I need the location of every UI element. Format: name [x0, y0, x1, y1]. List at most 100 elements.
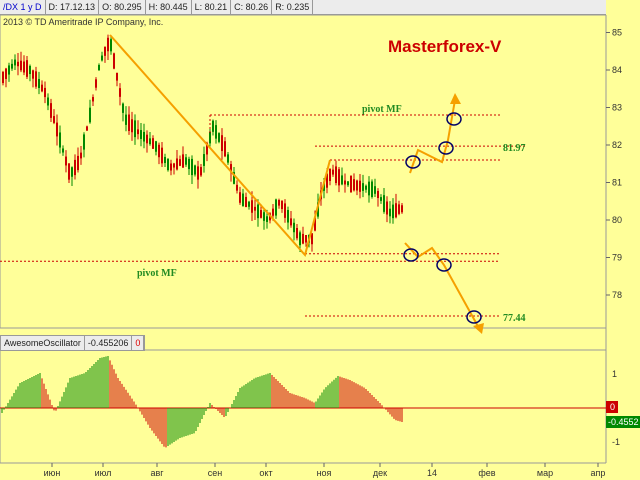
candle-body — [62, 148, 64, 153]
candle-body — [167, 158, 169, 171]
candle-body — [392, 204, 394, 219]
candle-body — [131, 119, 133, 133]
candle-body — [74, 159, 76, 176]
candle-body — [98, 64, 100, 71]
candle-body — [137, 129, 139, 135]
price-panel-frame — [0, 14, 607, 329]
y-tick-label: 79 — [612, 253, 622, 263]
candle-body — [401, 205, 403, 213]
candle-body — [50, 103, 52, 118]
candle-body — [398, 204, 400, 214]
candle-body — [44, 87, 46, 98]
candle-body — [287, 209, 289, 223]
oscillator-value-badge — [606, 416, 640, 428]
x-tick-label: дек — [373, 468, 387, 478]
candle-body — [230, 164, 232, 173]
candle-body — [140, 130, 142, 139]
candle-body — [59, 132, 61, 148]
candle-body — [158, 144, 160, 158]
x-tick-label: окт — [259, 468, 272, 478]
candle-body — [107, 37, 109, 52]
oscillator-panel-frame — [0, 349, 607, 464]
candle-body — [311, 233, 313, 245]
candle-body — [152, 138, 154, 149]
candle-body — [95, 79, 97, 88]
arrow-down-head — [473, 323, 484, 334]
level-label-81-97: 81.97 — [503, 143, 526, 154]
candle-body — [8, 65, 10, 75]
candle-body — [56, 122, 58, 137]
x-axis-ticks: июн июл авг сен окт ноя дек 14 фев мар апр — [44, 463, 605, 478]
candle-body — [119, 88, 121, 97]
candle-body — [332, 169, 334, 175]
candle-body — [272, 208, 274, 216]
candle-body — [29, 65, 31, 75]
candle-body — [380, 197, 382, 201]
candle-body — [188, 158, 190, 170]
candle-body — [233, 172, 235, 184]
indicator-name[interactable]: AwesomeOscillator — [1, 336, 85, 350]
candle-body — [338, 169, 340, 186]
candle-body — [344, 180, 346, 185]
x-tick-label: авг — [150, 468, 164, 478]
x-tick-label: ноя — [317, 468, 332, 478]
candle-body — [383, 195, 385, 212]
candle-body — [356, 180, 358, 191]
candle-body — [38, 78, 40, 89]
candle-body — [20, 60, 22, 71]
candle-body — [77, 155, 79, 171]
x-tick-label: фев — [478, 468, 495, 478]
candle-body — [92, 97, 94, 102]
candle-body — [83, 134, 85, 150]
candle-body — [353, 179, 355, 191]
indicator-value: -0.455206 — [85, 336, 133, 350]
candle-body — [179, 159, 181, 166]
price-axis — [606, 0, 640, 480]
candle-body — [71, 167, 73, 177]
candle-body — [209, 131, 211, 144]
candle-body — [80, 152, 82, 159]
candle-body — [263, 212, 265, 221]
high-value: H: 80.445 — [146, 0, 192, 14]
trend-projection-up — [409, 99, 456, 174]
candle-body — [389, 208, 391, 217]
pivot-circle — [466, 310, 482, 324]
candle-body — [26, 60, 28, 77]
indicator-flag: 0 — [132, 336, 145, 350]
candle-body — [68, 163, 70, 180]
candle-body — [197, 166, 199, 180]
y-tick-label: 83 — [612, 103, 622, 113]
candle-body — [236, 184, 238, 191]
zero-badge — [606, 401, 618, 413]
candle-body — [170, 163, 172, 171]
candle-body — [341, 175, 343, 185]
candle-body — [35, 71, 37, 87]
symbol-label[interactable]: /DX 1 y D — [0, 0, 46, 14]
candle-body — [215, 125, 217, 139]
candle-body — [386, 201, 388, 215]
candle-body — [89, 107, 91, 123]
candle-body — [299, 232, 301, 246]
candles — [2, 34, 403, 252]
candle-body — [86, 126, 88, 131]
candle-body — [266, 216, 268, 222]
candle-body — [302, 233, 304, 244]
x-tick-label: сен — [208, 468, 223, 478]
low-value: L: 80.21 — [192, 0, 232, 14]
candle-body — [11, 63, 13, 69]
x-tick-label: мар — [537, 468, 553, 478]
chart-header: /DX 1 y D D: 17.12.13 O: 80.295 H: 80.44… — [0, 0, 606, 15]
candle-body — [329, 168, 331, 182]
pivot-circle — [405, 155, 421, 169]
candle-body — [377, 190, 379, 199]
candle-body — [239, 192, 241, 203]
candle-body — [206, 143, 208, 155]
candle-body — [290, 218, 292, 226]
trend-projection-down — [404, 242, 481, 331]
trend-lines — [109, 34, 484, 334]
candle-body — [200, 167, 202, 176]
candle-body — [245, 196, 247, 208]
candle-body — [194, 165, 196, 175]
candle-body — [254, 206, 256, 211]
